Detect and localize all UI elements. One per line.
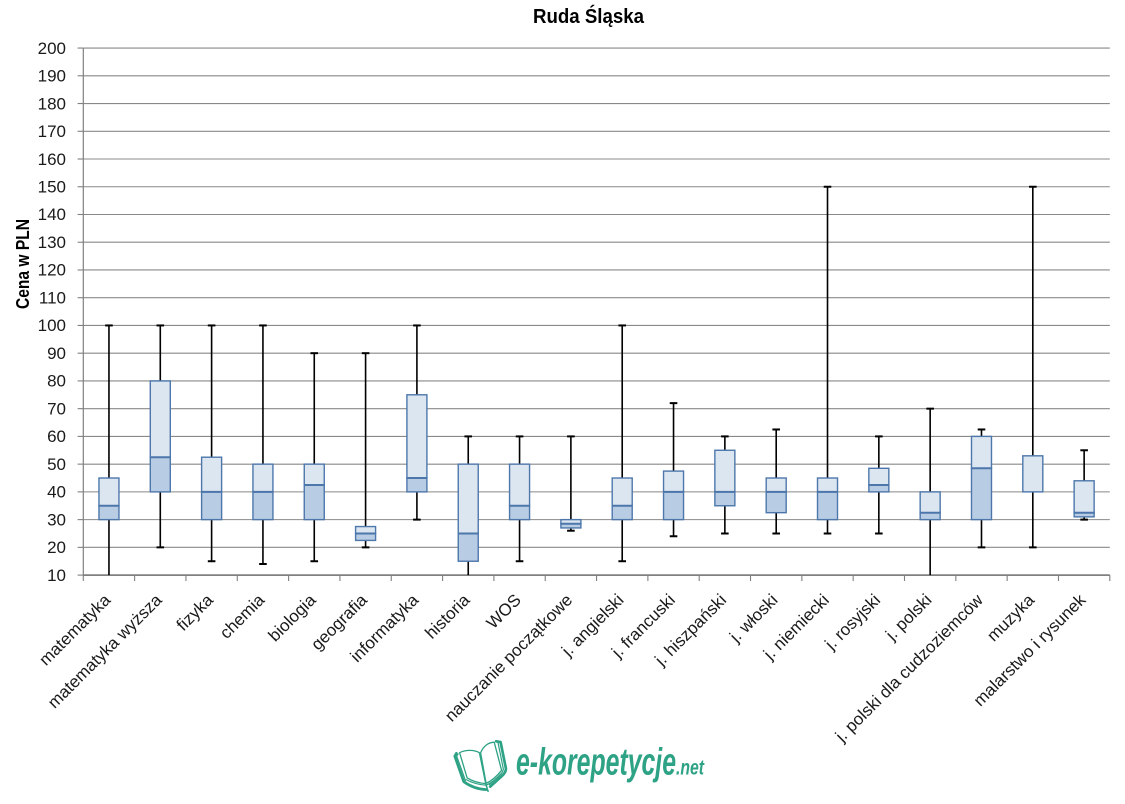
svg-text:150: 150 [38, 178, 66, 197]
svg-text:140: 140 [38, 205, 66, 224]
svg-text:110: 110 [39, 288, 66, 307]
svg-text:90: 90 [47, 344, 66, 363]
svg-text:80: 80 [47, 372, 66, 391]
svg-text:200: 200 [38, 39, 66, 58]
svg-text:30: 30 [47, 510, 66, 529]
svg-text:180: 180 [38, 94, 66, 113]
svg-text:120: 120 [38, 261, 66, 280]
svg-text:10: 10 [47, 566, 66, 585]
svg-text:70: 70 [47, 399, 66, 418]
svg-text:.net: .net [676, 757, 705, 780]
svg-text:190: 190 [38, 67, 66, 86]
svg-text:60: 60 [47, 427, 66, 446]
svg-text:50: 50 [47, 455, 66, 474]
svg-text:e-korepetycje: e-korepetycje [516, 742, 676, 784]
svg-text:Ruda Śląska: Ruda Śląska [533, 4, 645, 28]
svg-text:Cena w PLN: Cena w PLN [13, 219, 33, 309]
svg-text:20: 20 [47, 538, 66, 557]
svg-text:40: 40 [47, 483, 66, 502]
svg-text:170: 170 [38, 122, 66, 141]
svg-text:130: 130 [38, 233, 66, 252]
svg-text:160: 160 [38, 150, 66, 169]
svg-text:100: 100 [38, 316, 66, 335]
